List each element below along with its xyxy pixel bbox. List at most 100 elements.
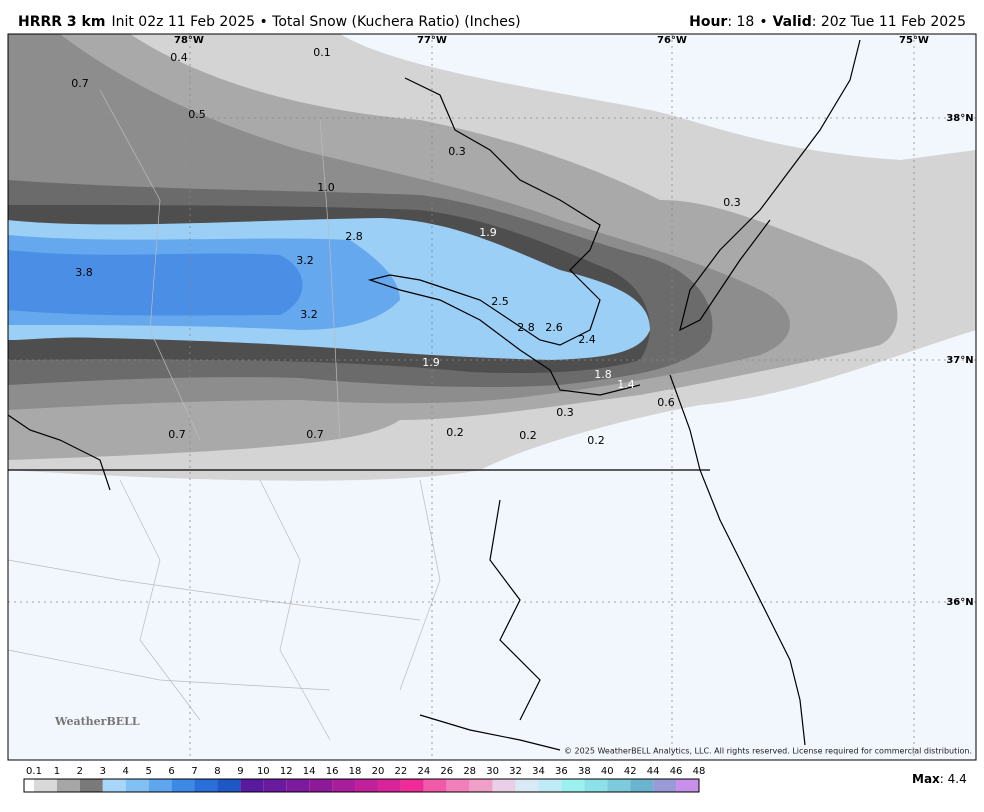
snow-label: 0.7 <box>168 428 186 441</box>
snow-label: 1.9 <box>422 356 440 369</box>
legend-tick: 30 <box>486 766 499 777</box>
legend: 0.1 1 2 3 4 5 6 7 8 9 10 12 14 16 18 20 22 24 26 28 30 32 34 36… <box>23 766 706 793</box>
legend-swatch <box>400 779 424 792</box>
legend-swatch <box>125 779 149 792</box>
snow-label: 2.5 <box>491 295 509 308</box>
legend-tick: 0.1 <box>26 766 42 777</box>
legend-swatch <box>286 779 310 792</box>
legend-swatch <box>355 779 378 792</box>
snow-label: 0.2 <box>446 426 464 439</box>
legend-tick: 3 <box>100 766 106 777</box>
snow-label: 3.2 <box>296 254 314 267</box>
legend-tick: 12 <box>280 766 293 777</box>
legend-swatch <box>240 779 264 792</box>
legend-tick: 5 <box>145 766 151 777</box>
longitude-label: 76°W <box>657 35 687 46</box>
legend-swatch <box>607 779 631 792</box>
legend-frame <box>23 778 700 793</box>
longitude-label: 78°W <box>174 35 204 46</box>
snow-label: 2.6 <box>545 321 563 334</box>
valid-value: : 20z Tue 11 Feb 2025 <box>812 14 966 30</box>
legend-swatch <box>423 779 447 792</box>
legend-tick: 2 <box>77 766 83 777</box>
legend-swatch <box>148 779 172 792</box>
max-value: : 4.4 <box>940 772 967 786</box>
graticule <box>8 34 976 760</box>
snow-label: 0.7 <box>306 428 324 441</box>
legend-swatch <box>34 779 57 792</box>
legend-tick: 14 <box>303 766 316 777</box>
legend-swatch <box>630 779 654 792</box>
legend-swatch <box>538 779 562 792</box>
snow-label: 2.4 <box>578 333 596 346</box>
snow-label: 0.2 <box>587 434 605 447</box>
legend-tick: 44 <box>647 766 660 777</box>
legend-swatch <box>676 779 699 792</box>
snow-label: 0.3 <box>723 196 741 209</box>
legend-tick: 26 <box>440 766 453 777</box>
legend-swatch <box>263 779 287 792</box>
legend-tick: 6 <box>168 766 174 777</box>
legend-swatch <box>492 779 516 792</box>
legend-tick: 4 <box>123 766 129 777</box>
valid-label: Valid <box>773 14 812 30</box>
legend-tick: 46 <box>670 766 683 777</box>
snow-label: 3.2 <box>300 308 318 321</box>
map: 0.4 0.1 0.7 0.5 0.3 1.0 0.3 2.8 1.9 3.8 3.2 2.5 3.2 2… <box>8 34 976 760</box>
snow-label: 0.2 <box>519 429 537 442</box>
legend-swatch <box>515 779 539 792</box>
snow-label: 0.3 <box>448 145 466 158</box>
legend-swatch <box>469 779 493 792</box>
legend-swatch <box>653 779 677 792</box>
latitude-label: 38°N <box>946 113 973 124</box>
header-left: HRRR 3 km Init 02z 11 Feb 2025 • Total Sn… <box>18 14 521 30</box>
legend-swatch <box>79 779 103 792</box>
snow-label: 3.8 <box>75 266 93 279</box>
legend-tick: 8 <box>214 766 220 777</box>
header-right: Hour: 18 • Valid: 20z Tue 11 Feb 2025 <box>689 14 966 30</box>
legend-tick: 9 <box>237 766 243 777</box>
snow-label: 1.0 <box>317 181 335 194</box>
map-frame <box>7 33 977 761</box>
coordinate-labels: 78°W 77°W 76°W 75°W 38°N 37°N 36°N <box>174 35 974 608</box>
hour-label: Hour <box>689 14 727 30</box>
latitude-label: 36°N <box>946 597 973 608</box>
longitude-label: 77°W <box>417 35 447 46</box>
legend-tick: 40 <box>601 766 614 777</box>
legend-swatch <box>332 779 356 792</box>
max-label: Max <box>912 772 940 786</box>
snow-label: 0.6 <box>657 396 675 409</box>
description: Init 02z 11 Feb 2025 • Total Snow (Kuche… <box>111 14 520 30</box>
legend-swatch <box>56 779 80 792</box>
separator: • <box>759 14 767 30</box>
legend-swatch <box>217 779 241 792</box>
copyright: © 2025 WeatherBELL Analytics, LLC. All r… <box>564 747 972 756</box>
legend-swatch <box>102 779 126 792</box>
coastlines <box>8 39 861 751</box>
legend-tick: 10 <box>257 766 270 777</box>
snow-label: 1.8 <box>594 368 612 381</box>
legend-tick: 48 <box>693 766 706 777</box>
logo: WeatherBELL <box>54 715 140 728</box>
legend-tick: 36 <box>555 766 568 777</box>
legend-swatch <box>171 779 195 792</box>
legend-tick: 42 <box>624 766 637 777</box>
legend-tick: 18 <box>349 766 362 777</box>
legend-swatch <box>194 779 218 792</box>
legend-tick: 34 <box>532 766 545 777</box>
legend-tick: 38 <box>578 766 591 777</box>
snow-label: 0.5 <box>188 108 206 121</box>
snow-label: 2.8 <box>345 230 363 243</box>
snow-label: 1.4 <box>617 378 635 391</box>
latitude-label: 37°N <box>946 355 973 366</box>
legend-swatch <box>377 779 401 792</box>
legend-tick: 22 <box>395 766 408 777</box>
legend-swatch <box>309 779 333 792</box>
legend-tick: 7 <box>191 766 197 777</box>
model: HRRR 3 km <box>18 14 105 30</box>
snow-label: 0.1 <box>313 46 331 59</box>
legend-tick: 16 <box>326 766 339 777</box>
snow-label: 1.9 <box>479 226 497 239</box>
longitude-label: 75°W <box>899 35 929 46</box>
